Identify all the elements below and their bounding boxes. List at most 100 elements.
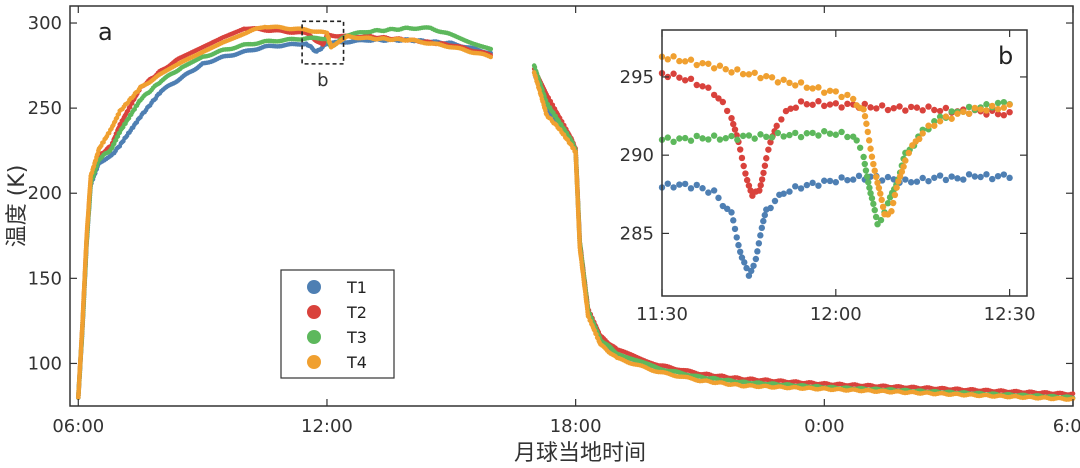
data-point <box>728 132 735 140</box>
data-point <box>693 181 700 189</box>
data-point <box>763 155 770 162</box>
data-point <box>821 89 828 96</box>
data-point <box>705 84 712 91</box>
data-point <box>693 81 700 89</box>
data-point <box>965 171 973 178</box>
data-point <box>902 176 909 183</box>
data-point <box>780 133 787 140</box>
x-tick-label: 06:00 <box>52 416 104 437</box>
legend-marker-T2 <box>307 305 321 319</box>
data-point <box>803 84 811 91</box>
data-point <box>734 66 741 73</box>
data-point <box>768 74 776 81</box>
data-point <box>705 189 712 196</box>
data-point <box>856 144 864 151</box>
data-point <box>1000 111 1008 119</box>
data-point <box>868 195 876 202</box>
data-point <box>931 118 938 125</box>
data-point <box>877 190 884 197</box>
data-point <box>936 172 944 179</box>
data-point <box>754 248 761 255</box>
data-point <box>670 138 677 145</box>
x-axis-title: 月球当地时间 <box>514 441 646 466</box>
data-point <box>735 241 742 249</box>
data-point <box>871 206 878 214</box>
data-point <box>715 194 722 202</box>
data-point <box>853 137 860 144</box>
data-point <box>1070 391 1076 396</box>
data-point <box>954 110 961 117</box>
data-point <box>983 171 990 178</box>
data-point <box>919 174 926 182</box>
data-point <box>809 129 816 137</box>
data-point <box>960 108 967 115</box>
data-point <box>751 69 758 76</box>
x-tick-label: 0:00 <box>804 416 844 437</box>
data-point <box>681 77 689 84</box>
data-point <box>728 69 735 76</box>
series-T1 <box>658 171 1013 279</box>
data-point <box>710 65 718 72</box>
data-point <box>747 187 754 194</box>
data-point <box>832 178 840 186</box>
data-point <box>942 176 950 184</box>
data-point <box>734 136 741 143</box>
data-point <box>1000 98 1008 106</box>
data-point <box>488 46 494 52</box>
zoom-box-label: b <box>317 70 328 91</box>
y-tick-label: 290 <box>620 145 654 166</box>
data-point <box>774 129 782 137</box>
data-point <box>780 76 787 83</box>
data-point <box>965 103 973 111</box>
data-point <box>728 114 735 122</box>
x-tick-label: 12:00 <box>301 416 353 437</box>
data-point <box>664 134 671 141</box>
data-point <box>931 122 938 129</box>
data-point <box>838 93 845 101</box>
data-point <box>670 184 677 191</box>
data-point <box>1006 101 1013 108</box>
y-tick-label: 250 <box>28 98 62 119</box>
data-point <box>821 177 828 184</box>
data-point <box>771 197 779 205</box>
data-point <box>861 160 868 168</box>
data-point <box>699 135 706 142</box>
data-point <box>755 240 763 247</box>
data-point <box>687 185 695 192</box>
data-point <box>710 132 718 139</box>
data-point <box>865 137 873 144</box>
data-point <box>731 126 739 133</box>
data-point <box>907 179 915 186</box>
data-point <box>809 85 816 92</box>
data-point <box>898 168 906 175</box>
data-point <box>884 173 892 181</box>
data-point <box>942 104 950 112</box>
data-point <box>681 58 689 65</box>
legend-marker-T4 <box>307 355 321 369</box>
data-point <box>860 153 867 161</box>
data-point <box>815 84 822 91</box>
y-axis-title: 温度 (K) <box>5 165 30 248</box>
data-point <box>787 105 794 112</box>
data-point <box>832 88 840 95</box>
x-tick-label: 6:00 <box>1053 416 1080 437</box>
data-point <box>936 107 944 115</box>
data-point <box>983 101 990 108</box>
data-point <box>757 182 764 189</box>
data-point <box>864 128 871 136</box>
data-point <box>670 53 677 60</box>
data-point <box>681 180 689 188</box>
data-point <box>977 106 984 113</box>
data-point <box>803 181 811 189</box>
data-point <box>705 136 712 143</box>
data-point <box>844 91 851 99</box>
data-point <box>699 83 706 90</box>
data-point <box>815 182 822 189</box>
data-point <box>873 105 880 112</box>
x-tick-label: 12:30 <box>984 304 1036 325</box>
data-point <box>863 173 871 180</box>
data-point <box>741 259 748 266</box>
data-point <box>919 130 926 137</box>
data-point <box>1000 171 1008 178</box>
data-point <box>750 262 757 269</box>
